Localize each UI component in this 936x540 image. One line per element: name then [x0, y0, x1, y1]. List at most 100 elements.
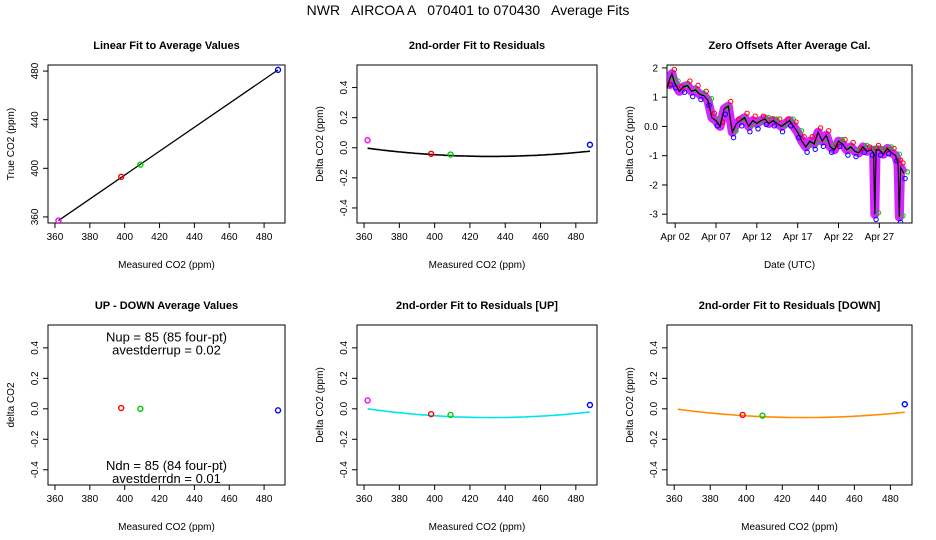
- offset-point: [858, 145, 865, 152]
- x-tick-label: Apr 07: [701, 232, 731, 243]
- y-tick-label: 0.0: [339, 140, 350, 154]
- offset-point: [692, 87, 698, 93]
- offset-point: [681, 89, 688, 95]
- panel-p6: 2nd-order Fit to Residuals [DOWN] 360 380 4…: [625, 300, 913, 533]
- x-axis-label: Measured CO2 (ppm): [429, 522, 526, 533]
- fit-curve: [677, 408, 905, 419]
- data-point: [447, 411, 454, 419]
- x-tick-label: 380: [391, 232, 408, 243]
- offset-point: [826, 128, 832, 134]
- x-tick-label: 440: [497, 494, 514, 505]
- offset-point: [733, 128, 739, 134]
- data-point: [117, 173, 125, 181]
- offset-point: [900, 212, 906, 219]
- y-tick-label: 0.0: [30, 401, 41, 415]
- y-tick-label: -0.4: [339, 199, 350, 217]
- plot-frame: [356, 324, 598, 486]
- offset-point: [900, 160, 906, 166]
- offset-point: [839, 136, 845, 143]
- plot-area: [55, 66, 282, 223]
- data-point: [427, 410, 435, 418]
- x-tick-label: 380: [702, 494, 719, 505]
- offset-point: [801, 133, 807, 140]
- y-tick-label: 0.2: [30, 371, 41, 385]
- offset-point: [798, 128, 805, 134]
- x-tick-label: 380: [81, 494, 98, 505]
- annotation-text: Nup = 85 (85 four-pt): [106, 329, 227, 344]
- x-tick-label: 460: [532, 494, 549, 505]
- fit-curve: [367, 408, 590, 419]
- x-tick-label: Apr 17: [783, 232, 813, 243]
- data-point: [739, 411, 746, 419]
- y-tick-label: 0.4: [339, 340, 350, 354]
- offset-point: [763, 121, 769, 128]
- panel-title: 2nd-order Fit to Residuals [UP]: [396, 300, 558, 312]
- panel-title: Zero Offsets After Average Cal.: [709, 40, 871, 52]
- y-tick-label: -0.4: [649, 461, 660, 479]
- x-tick-label: 360: [356, 232, 373, 243]
- y-axis-label: delta CO2: [6, 382, 17, 427]
- y-axis-label: Delta CO2 (ppm): [315, 106, 326, 182]
- offset-point: [774, 116, 780, 122]
- x-tick-label: 440: [497, 232, 514, 243]
- y-tick-label: 0.0: [644, 122, 658, 133]
- data-point: [55, 217, 62, 223]
- offset-point: [837, 143, 843, 150]
- offset-point: [779, 129, 786, 135]
- plot-frame: [666, 64, 913, 224]
- offset-point: [765, 114, 772, 121]
- annotation-text: Ndn = 85 (84 four-pt): [106, 458, 227, 473]
- panel-p2: 2nd-order Fit to Residuals 360 380 400 420 44…: [315, 40, 598, 271]
- x-tick-label: 420: [462, 494, 479, 505]
- x-tick-label: 360: [356, 494, 373, 505]
- offset-point: [853, 153, 859, 160]
- data-point: [586, 141, 594, 148]
- offset-point: [719, 119, 726, 125]
- y-axis-label: Delta CO2 (ppm): [315, 367, 326, 443]
- x-tick-label: 380: [391, 494, 408, 505]
- y-tick-label: 0.4: [339, 80, 350, 94]
- y-tick-label: -3: [649, 210, 658, 221]
- offset-point: [695, 82, 701, 89]
- x-axis-label: Measured CO2 (ppm): [118, 522, 215, 533]
- offset-point: [739, 123, 745, 129]
- y-tick-label: 360: [30, 208, 41, 225]
- panel-title: 2nd-order Fit to Residuals: [409, 40, 545, 52]
- y-tick-label: 0.4: [649, 340, 660, 354]
- y-tick-label: 480: [30, 62, 41, 79]
- y-tick-label: -0.2: [339, 430, 350, 448]
- panel-p3: Zero Offsets After Average Cal. Apr 02 Apr…: [625, 40, 913, 271]
- panel-p5: 2nd-order Fit to Residuals [UP] 360 380 400…: [315, 300, 598, 533]
- y-tick-label: 1: [652, 93, 658, 104]
- offset-point: [690, 93, 696, 100]
- fit-curve: [367, 147, 590, 158]
- offset-point: [891, 145, 897, 152]
- data-point: [137, 161, 144, 168]
- offset-point: [896, 151, 903, 157]
- offset-point: [904, 169, 911, 175]
- offset-point: [708, 95, 715, 102]
- x-tick-label: 480: [882, 494, 899, 505]
- annotation-text: avestderrdn = 0.01: [112, 471, 221, 486]
- x-tick-label: 440: [810, 494, 827, 505]
- x-tick-label: 460: [532, 232, 549, 243]
- x-tick-label: Apr 22: [824, 232, 854, 243]
- x-tick-label: 480: [256, 232, 273, 243]
- offset-point: [886, 150, 892, 157]
- data-point: [586, 401, 594, 409]
- y-tick-label: 0.4: [30, 340, 41, 354]
- offset-point: [747, 129, 753, 135]
- data-point: [137, 405, 144, 413]
- panel-p1: Linear Fit to Average Values 360 380 400 420…: [6, 40, 286, 271]
- offset-point: [873, 216, 879, 223]
- y-tick-label: -2: [649, 180, 658, 191]
- x-tick-label: Apr 27: [865, 232, 895, 243]
- offset-point: [698, 96, 704, 103]
- panel-title: Linear Fit to Average Values: [93, 40, 240, 52]
- y-tick-label: 2: [652, 63, 658, 74]
- x-tick-label: 400: [426, 494, 443, 505]
- offset-point: [790, 116, 796, 122]
- offset-point: [861, 149, 867, 155]
- offset-point: [850, 139, 856, 146]
- offset-point: [755, 126, 761, 132]
